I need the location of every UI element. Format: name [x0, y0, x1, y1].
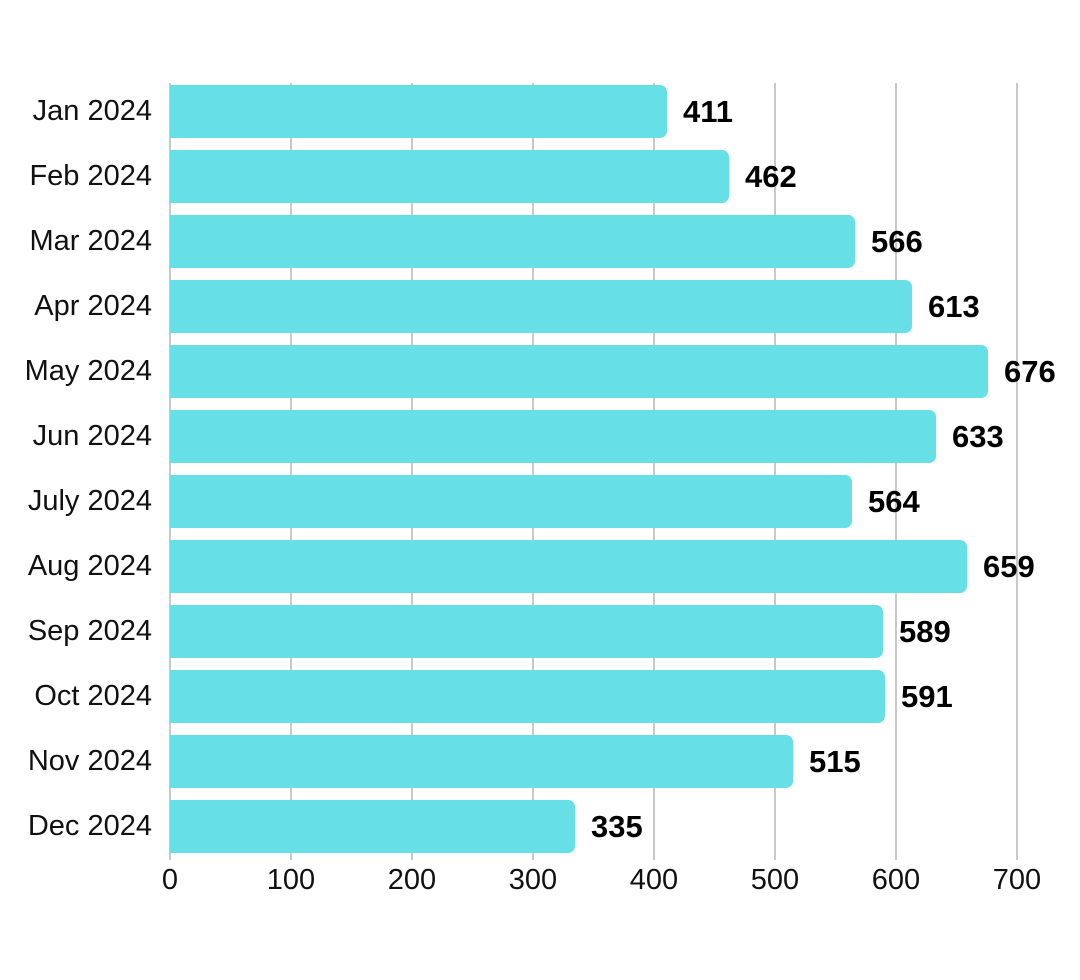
gridline-x-700	[1016, 83, 1018, 860]
bar-apr-2024	[170, 280, 912, 333]
bar-value-label: 462	[745, 159, 797, 194]
x-tick-label: 700	[992, 864, 1042, 896]
bar-oct-2024	[170, 670, 885, 723]
bar-jun-2024	[170, 410, 936, 463]
bar-value-label: 589	[899, 614, 951, 649]
bar-aug-2024	[170, 540, 967, 593]
bar-value-label: 613	[928, 289, 980, 324]
y-axis-label: Mar 2024	[29, 225, 152, 257]
bar-value-label: 564	[868, 484, 920, 519]
x-tick-label: 0	[161, 864, 179, 896]
y-axis-label: May 2024	[24, 355, 152, 387]
bar-value-label: 676	[1004, 354, 1056, 389]
bar-value-label: 591	[901, 679, 953, 714]
bar-value-label: 566	[871, 224, 923, 259]
bar-value-label: 659	[983, 549, 1035, 584]
x-tick-label: 200	[387, 864, 437, 896]
y-axis-label: Nov 2024	[27, 745, 152, 777]
bar-mar-2024	[170, 215, 855, 268]
y-axis-label: July 2024	[27, 485, 152, 517]
bar-nov-2024	[170, 735, 793, 788]
gridline-x-200	[411, 83, 413, 860]
y-axis-label: Dec 2024	[27, 810, 152, 842]
y-axis-label: Feb 2024	[29, 160, 152, 192]
bar-value-label: 515	[809, 744, 861, 779]
y-axis-label: Jun 2024	[32, 420, 152, 452]
x-tick-label: 100	[266, 864, 316, 896]
y-axis-label: Apr 2024	[34, 290, 152, 322]
gridline-x-100	[290, 83, 292, 860]
bar-july-2024	[170, 475, 852, 528]
gridline-x-300	[532, 83, 534, 860]
gridline-x-400	[653, 83, 655, 860]
x-tick-label: 300	[508, 864, 558, 896]
y-axis-label: Jan 2024	[32, 95, 152, 127]
gridline-x-600	[895, 83, 897, 860]
x-tick-label: 500	[750, 864, 800, 896]
bar-value-label: 411	[683, 94, 734, 129]
gridline-x-500	[774, 83, 776, 860]
bar-jan-2024	[170, 85, 667, 138]
plot-area	[169, 83, 1056, 860]
bar-value-label: 633	[952, 419, 1004, 454]
gridline-x-0	[169, 83, 171, 860]
bar-value-label: 335	[591, 809, 643, 844]
y-axis-label: Aug 2024	[27, 550, 152, 582]
bar-may-2024	[170, 345, 988, 398]
x-tick-label: 600	[871, 864, 921, 896]
x-tick-label: 400	[629, 864, 679, 896]
y-axis-label: Sep 2024	[27, 615, 152, 647]
bar-feb-2024	[170, 150, 729, 203]
bar-dec-2024	[170, 800, 575, 853]
bar-sep-2024	[170, 605, 883, 658]
y-axis-label: Oct 2024	[34, 680, 152, 712]
